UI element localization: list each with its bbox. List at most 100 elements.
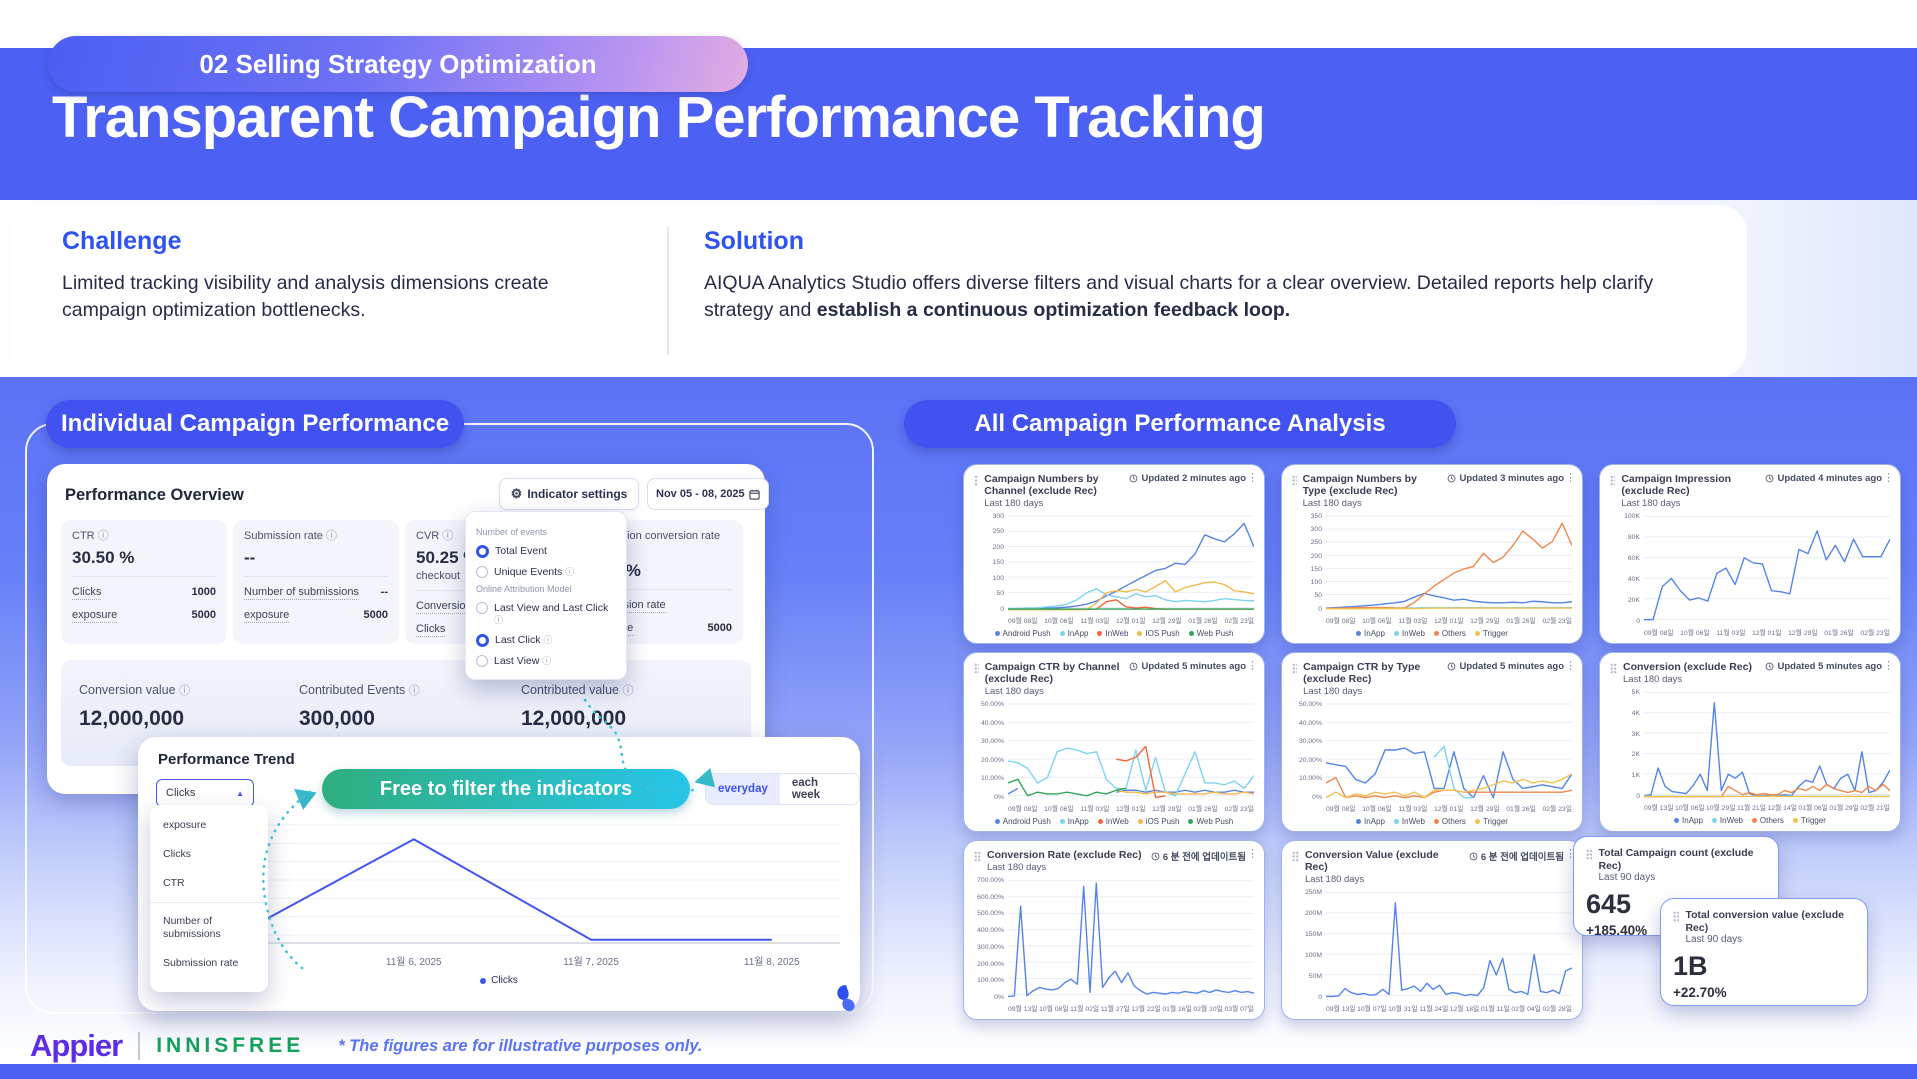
kebab-menu-icon[interactable]: ⋮ [1247, 472, 1258, 484]
legend-item[interactable]: InWeb [1097, 817, 1129, 826]
caret-up-icon: ▲ [236, 788, 244, 798]
x-tick: 09월 08일 [1326, 617, 1356, 625]
radio-icon[interactable] [476, 566, 488, 578]
metric-breakdown-name[interactable]: Clicks [416, 623, 446, 637]
x-tick: 12월 01일 [1433, 805, 1464, 813]
metric-select[interactable]: Clicks ▲ [156, 779, 254, 807]
chart-updated: Updated 3 minutes ago [1447, 473, 1572, 484]
summary-contributed-value: Contributed value ⓘ 12,000,000 [521, 683, 634, 730]
legend-label: Trigger [1482, 816, 1508, 826]
legend-item[interactable]: InApp [1059, 629, 1088, 638]
legend-item[interactable]: Web Push [1188, 629, 1233, 638]
y-tick: 300 [1310, 526, 1322, 534]
date-range-picker[interactable]: Nov 05 - 08, 2025 [647, 478, 769, 510]
settings-option[interactable]: Last Click ⓘ [476, 634, 616, 647]
kebab-menu-icon[interactable]: ⋮ [1565, 660, 1576, 672]
y-tick: 0 [1318, 605, 1322, 613]
overview-title: Performance Overview [65, 486, 244, 504]
metric-menu-item[interactable]: exposure [163, 819, 207, 831]
legend-item[interactable]: Trigger [1474, 816, 1508, 826]
everyday-button[interactable]: everyday [706, 774, 780, 804]
x-tick: 12월 18일 [1449, 1006, 1480, 1013]
metric-menu-item[interactable]: Submission rate [163, 957, 239, 969]
x-tick: 02월 28일 [1542, 1006, 1572, 1013]
info-icon[interactable]: ⓘ [622, 685, 634, 697]
legend-label: Others [1759, 816, 1784, 825]
drag-handle-icon[interactable] [1292, 475, 1297, 486]
drag-handle-icon[interactable] [1610, 663, 1617, 674]
settings-option[interactable]: Last View ⓘ [476, 655, 616, 667]
info-icon[interactable]: ⓘ [97, 530, 109, 542]
innisfree-logo: INNISFREE [156, 1034, 305, 1057]
metric-menu-item[interactable]: CTR [163, 877, 185, 889]
kebab-menu-icon[interactable]: ⋮ [1565, 848, 1576, 860]
legend-item[interactable]: Others [1433, 817, 1466, 826]
y-tick: 2K [1631, 751, 1640, 759]
legend-item[interactable]: Web Push [1188, 817, 1233, 826]
settings-option[interactable]: Total Event [476, 545, 616, 558]
kebab-menu-icon[interactable]: ⋮ [1883, 472, 1894, 484]
legend-item[interactable]: InApp [1356, 629, 1385, 638]
chart-y-axis: 100K 80K 60K 40K 20K 0 [1610, 513, 1644, 625]
legend-item[interactable]: Others [1433, 629, 1466, 638]
indicator-settings-button[interactable]: ⚙ Indicator settings [499, 478, 639, 510]
info-icon[interactable]: ⓘ [179, 685, 191, 697]
radio-icon[interactable] [476, 655, 488, 667]
legend-item[interactable]: Android Push [994, 629, 1051, 638]
legend-item[interactable]: InWeb [1393, 817, 1425, 826]
drag-handle-icon[interactable] [1292, 663, 1298, 674]
radio-selected-icon[interactable] [476, 634, 489, 647]
legend-item[interactable]: InWeb [1711, 816, 1743, 825]
drag-handle-icon[interactable] [974, 475, 979, 486]
kebab-menu-icon[interactable]: ⋮ [1565, 472, 1576, 484]
legend-item[interactable]: iOS Push [1137, 817, 1179, 826]
y-tick: 40.00% [980, 719, 1004, 727]
legend-item[interactable]: Trigger [1792, 816, 1826, 825]
radio-icon[interactable] [476, 602, 488, 614]
y-tick: 150 [1310, 565, 1322, 573]
settings-option[interactable]: Last View and Last Click ⓘ [476, 602, 616, 626]
legend-item[interactable]: Trigger [1474, 629, 1508, 638]
kebab-menu-icon[interactable]: ⋮ [1247, 660, 1258, 672]
legend-item[interactable]: InApp [1674, 816, 1703, 825]
x-tick: 12월 14일 [1767, 805, 1797, 812]
legend-item[interactable]: InApp [1356, 817, 1385, 826]
settings-option[interactable]: Unique Events ⓘ [476, 566, 616, 578]
metric-breakdown-name[interactable]: Clicks [72, 586, 102, 600]
metric-breakdown-name[interactable]: exposure [244, 609, 290, 623]
info-icon[interactable]: ⓘ [442, 530, 454, 542]
y-tick: 250 [992, 528, 1004, 536]
legend-item[interactable]: InApp [1059, 817, 1089, 826]
legend-dot [1356, 630, 1362, 636]
each-week-button[interactable]: each week [791, 777, 821, 801]
legend-item[interactable]: InWeb [1097, 629, 1128, 638]
drag-handle-icon[interactable] [1292, 851, 1299, 862]
metric-breakdown-name[interactable]: Number of submissions [244, 586, 359, 600]
metric-breakdown-name[interactable]: Conversions [416, 600, 478, 614]
solution-body: AIQUA Analytics Studio offers diverse fi… [704, 272, 1654, 321]
kebab-menu-icon[interactable]: ⋮ [1247, 848, 1258, 860]
kebab-menu-icon[interactable]: ⋮ [1883, 660, 1894, 672]
legend-item[interactable]: Others [1751, 816, 1784, 825]
radio-selected-icon[interactable] [476, 545, 489, 558]
drag-handle-icon[interactable] [1586, 849, 1593, 860]
legend-item[interactable]: InWeb [1393, 629, 1425, 638]
settings-option-label: Last View and Last Click ⓘ [494, 602, 609, 625]
metric-menu-item[interactable]: Clicks [163, 848, 191, 860]
drag-handle-icon[interactable] [974, 851, 981, 862]
legend-item[interactable]: IOS Push [1137, 629, 1180, 638]
drag-handle-icon[interactable] [974, 663, 979, 674]
x-tick: 02월 21일 [1860, 805, 1890, 812]
info-icon[interactable]: ⓘ [325, 530, 337, 542]
drag-handle-icon[interactable] [1673, 911, 1680, 922]
x-tick: 12월 01일 [1115, 805, 1146, 813]
info-icon[interactable]: ⓘ [408, 685, 420, 697]
metric-breakdown-name[interactable]: exposure [72, 609, 118, 623]
legend-item[interactable]: Android Push [994, 817, 1051, 826]
metric-menu-item[interactable]: Number of submissions [163, 915, 221, 940]
drag-handle-icon[interactable] [1610, 475, 1616, 486]
x-tick: 11월 27일 [1100, 1006, 1130, 1013]
chart-legend: Android Push InApp InWeb iOS Push Web Push [974, 817, 1254, 826]
chart-updated-text: Updated 4 minutes ago [1777, 473, 1882, 484]
